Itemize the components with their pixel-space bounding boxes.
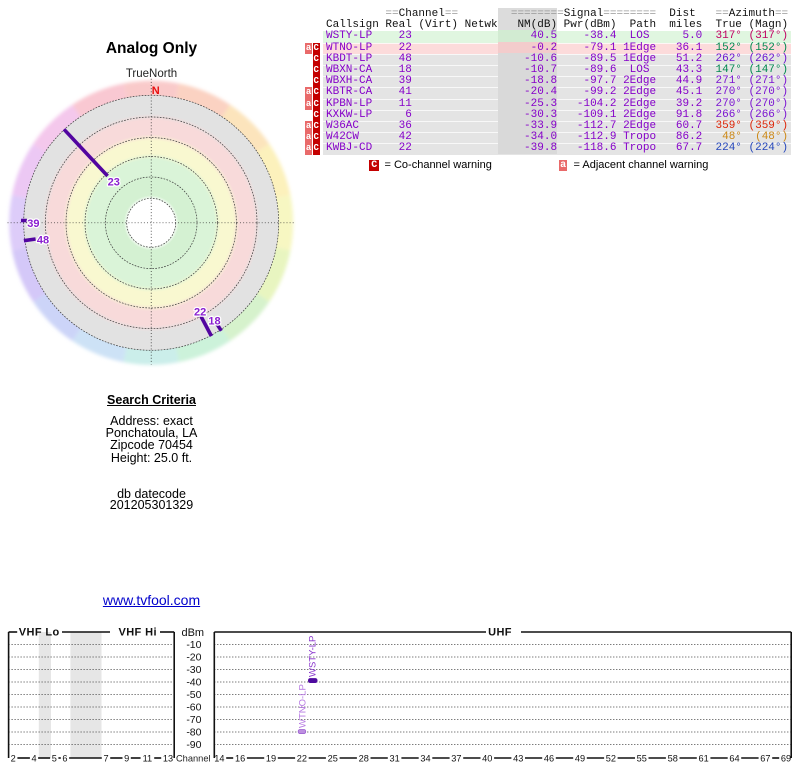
svg-text:WSTY-LP: WSTY-LP [308, 636, 319, 677]
svg-text:37: 37 [451, 753, 461, 763]
svg-text:52: 52 [606, 753, 616, 763]
svg-text:49: 49 [575, 753, 585, 763]
svg-text:28: 28 [359, 753, 369, 763]
svg-text:16: 16 [235, 753, 245, 763]
svg-text:40: 40 [482, 753, 492, 763]
svg-text:64: 64 [729, 753, 739, 763]
svg-text:-30: -30 [186, 664, 201, 676]
svg-text:5: 5 [52, 753, 57, 763]
svg-text:11: 11 [143, 753, 153, 763]
svg-text:7: 7 [103, 753, 108, 763]
svg-text:-80: -80 [186, 727, 201, 739]
svg-text:2: 2 [11, 753, 16, 763]
svg-text:-70: -70 [186, 714, 201, 726]
svg-text:55: 55 [637, 753, 647, 763]
svg-text:43: 43 [513, 753, 523, 763]
svg-text:22: 22 [297, 753, 307, 763]
svg-text:46: 46 [544, 753, 554, 763]
svg-text:6: 6 [62, 753, 67, 763]
svg-text:19: 19 [266, 753, 276, 763]
svg-text:31: 31 [389, 753, 399, 763]
svg-text:Channel: Channel [176, 753, 211, 763]
svg-text:-60: -60 [186, 702, 201, 714]
svg-text:4: 4 [31, 753, 36, 763]
svg-text:25: 25 [328, 753, 338, 763]
svg-text:48: 48 [37, 234, 49, 246]
svg-text:N: N [152, 85, 160, 97]
svg-text:69: 69 [781, 753, 791, 763]
svg-text:13: 13 [163, 753, 173, 763]
svg-text:39: 39 [27, 218, 39, 230]
svg-text:22: 22 [194, 307, 206, 319]
svg-text:23: 23 [108, 176, 120, 188]
svg-text:34: 34 [420, 753, 430, 763]
svg-text:-10: -10 [186, 639, 201, 651]
svg-text:WTNO-LP: WTNO-LP [297, 684, 308, 728]
svg-text:VHF Lo: VHF Lo [19, 627, 60, 639]
svg-text:-50: -50 [186, 689, 201, 701]
svg-text:-20: -20 [186, 652, 201, 664]
svg-text:-40: -40 [186, 677, 201, 689]
svg-text:UHF: UHF [488, 627, 512, 639]
svg-text:14: 14 [214, 753, 224, 763]
svg-text:67: 67 [760, 753, 770, 763]
svg-text:18: 18 [208, 316, 220, 328]
svg-text:dBm: dBm [181, 627, 204, 639]
svg-text:9: 9 [124, 753, 129, 763]
svg-text:61: 61 [698, 753, 708, 763]
svg-text:VHF Hi: VHF Hi [118, 627, 156, 639]
svg-text:58: 58 [668, 753, 678, 763]
svg-text:-90: -90 [186, 739, 201, 751]
